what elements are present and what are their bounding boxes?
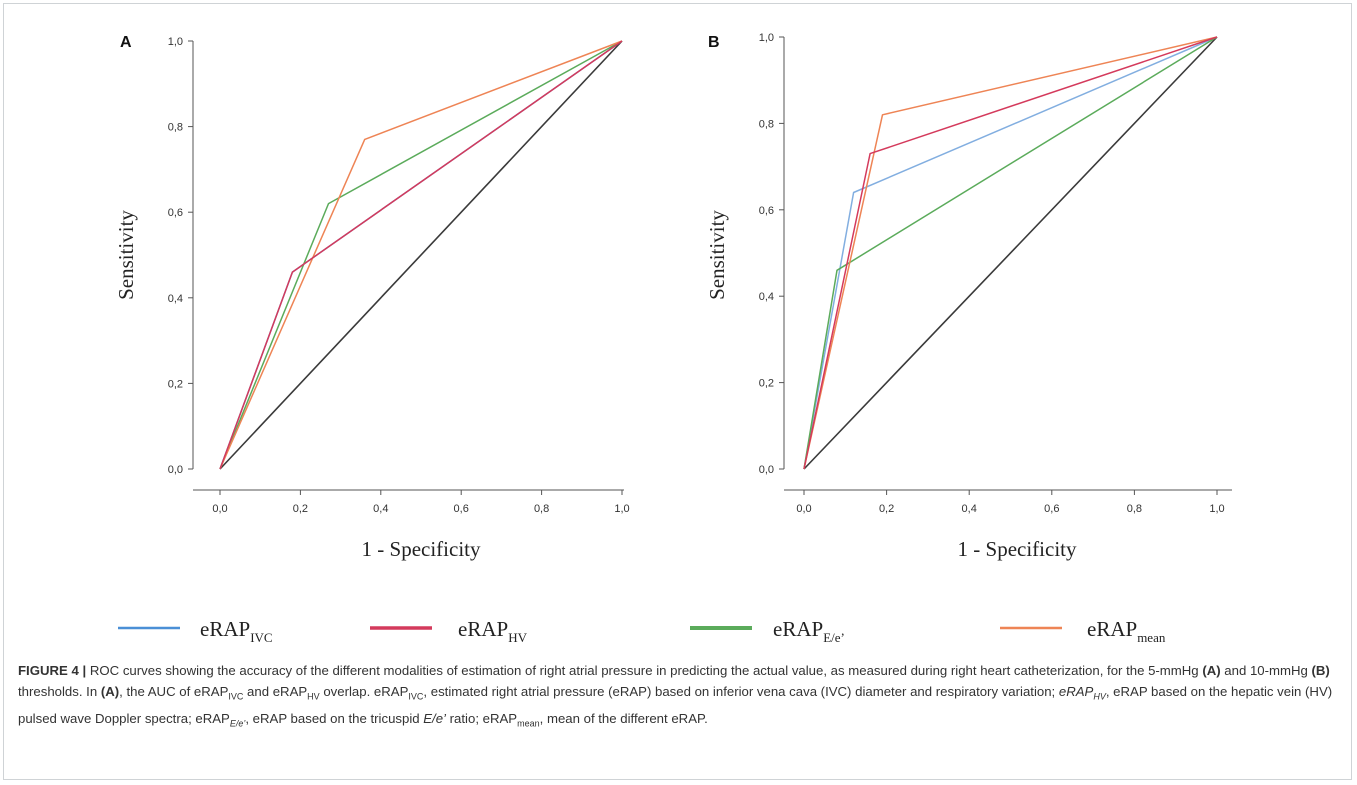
caption-text: , the AUC of eRAP	[119, 684, 229, 699]
series-line-mean	[219, 40, 623, 470]
figure-caption: FIGURE 4 | ROC curves showing the accura…	[18, 660, 1336, 734]
panel-b-y-ticks: 0,0 0,2 0,4 0,6 0,8 1,0	[759, 32, 784, 476]
x-tick-label: 0,8	[1127, 503, 1142, 515]
series-line-ee	[803, 36, 1218, 470]
caption-text: , eRAP based on the hepatic vein (HV) pu…	[18, 684, 1333, 726]
caption-text: and eRAP	[243, 684, 308, 699]
series-line-hv	[219, 40, 623, 470]
caption-text: ROC curves showing the accuracy of the d…	[86, 663, 1203, 678]
caption-text: , eRAP based on the tricuspid	[245, 710, 424, 726]
legend-label-hv: eRAPHV	[458, 617, 528, 645]
y-tick-label: 0,8	[759, 118, 774, 130]
legend-item-hv: eRAPHV	[370, 617, 528, 645]
series-line-ref	[219, 40, 623, 470]
y-tick-label: 0,4	[759, 291, 774, 303]
caption-italic: eRAP	[1058, 684, 1094, 699]
panel-a: A 0,00,20,40,60,81,0 0,0 0,2 0,4 0,6 0,8 1,0 …	[114, 34, 630, 561]
panel-b-series	[803, 36, 1218, 470]
caption-text: thresholds. In	[18, 684, 101, 699]
y-tick-label: 0,0	[759, 464, 774, 476]
caption-text: ratio; eRAP	[446, 710, 518, 726]
caption-italic-subscript: E/e’	[229, 718, 246, 729]
figure-charts: A 0,00,20,40,60,81,0 0,0 0,2 0,4 0,6 0,8 1,0 …	[114, 32, 1232, 645]
panel-b-x-axis-title: 1 - Specificity	[958, 537, 1077, 561]
caption-text: , estimated right atrial pressure (eRAP)…	[423, 684, 1059, 699]
caption-subscript: IVC	[408, 691, 424, 702]
panel-b-letter: B	[708, 34, 720, 51]
panel-a-y-axis-title: Sensitivity	[114, 210, 138, 300]
panel-a-x-ticks: 0,0 0,2 0,4 0,6 0,8 1,0	[212, 490, 630, 515]
caption-subscript: IVC	[228, 691, 244, 702]
panel-b-y-axis-title: Sensitivity	[705, 210, 729, 300]
panel-a-x-axis-title: 1 - Specificity	[362, 537, 481, 561]
x-tick-label: 0,6	[454, 503, 469, 515]
series-line-ref	[803, 36, 1218, 470]
legend-item-mean: eRAPmean	[1000, 617, 1166, 645]
x-tick-label: 0,4	[373, 503, 388, 515]
legend-item-ivc: eRAPIVC	[118, 617, 273, 645]
panel-a-y-ticks: 0,0 0,2 0,4 0,6 0,8 1,0	[168, 36, 193, 476]
panel-b: B 0,00,20,40,60,81,0 0,0 0,2 0,4 0,6 0,8 1,0 …	[705, 32, 1232, 561]
caption-text: and 10-mmHg	[1220, 663, 1312, 678]
legend-label-ivc: eRAPIVC	[200, 617, 273, 645]
caption-ref-b: (B)	[1311, 663, 1330, 678]
caption-italic: E/e’	[423, 710, 446, 726]
x-tick-label: 0,8	[534, 503, 549, 515]
series-line-mean	[803, 36, 1218, 470]
caption-ref-a: (A)	[100, 684, 120, 699]
legend-label-ee: eRAPE/e’	[773, 617, 845, 645]
caption-text: , mean of the different eRAP.	[539, 710, 708, 726]
panel-a-letter: A	[120, 34, 132, 51]
x-tick-label: 0,0	[796, 503, 811, 515]
caption-ref-a: (A)	[1202, 663, 1221, 678]
caption-italic-subscript: HV	[1093, 691, 1106, 702]
panel-a-series	[219, 40, 623, 470]
panel-b-x-ticks: 0,0 0,2 0,4 0,6 0,8 1,0	[796, 490, 1225, 515]
x-tick-label: 0,0	[212, 503, 227, 515]
x-tick-label: 1,0	[614, 503, 629, 515]
x-tick-label: 0,4	[962, 503, 977, 515]
x-tick-label: 0,2	[293, 503, 308, 515]
caption-subscript: mean	[517, 718, 540, 729]
legend-item-ee: eRAPE/e’	[690, 617, 845, 645]
x-tick-label: 1,0	[1209, 503, 1224, 515]
y-tick-label: 0,8	[168, 122, 183, 134]
series-line-hv	[803, 36, 1218, 470]
series-line-ee	[219, 40, 623, 470]
y-tick-label: 0,6	[759, 205, 774, 217]
legend: eRAPIVC eRAPHV eRAPE/e’ eRAPmean	[118, 617, 1166, 645]
y-tick-label: 0,0	[168, 464, 183, 476]
caption-label: FIGURE 4 |	[18, 663, 87, 678]
figure-frame	[3, 3, 1352, 780]
series-line-ivc	[803, 36, 1218, 470]
y-tick-label: 0,6	[168, 207, 183, 219]
y-tick-label: 1,0	[759, 32, 774, 44]
legend-label-mean: eRAPmean	[1087, 617, 1166, 645]
caption-subscript: HV	[307, 691, 320, 702]
x-tick-label: 0,6	[1044, 503, 1059, 515]
y-tick-label: 1,0	[168, 36, 183, 48]
caption-text: overlap. eRAP	[319, 684, 409, 699]
y-tick-label: 0,2	[168, 378, 183, 390]
x-tick-label: 0,2	[879, 503, 894, 515]
y-tick-label: 0,4	[168, 293, 183, 305]
y-tick-label: 0,2	[759, 378, 774, 390]
